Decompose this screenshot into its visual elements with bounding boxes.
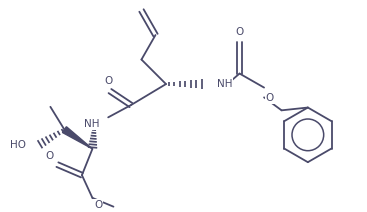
Text: O: O — [104, 76, 112, 86]
Text: O: O — [94, 200, 102, 210]
Polygon shape — [62, 127, 92, 149]
Text: NH: NH — [217, 79, 232, 89]
Text: HO: HO — [10, 140, 26, 150]
Text: O: O — [235, 27, 244, 37]
Text: O: O — [45, 151, 53, 161]
Text: O: O — [266, 93, 274, 103]
Text: NH: NH — [84, 119, 99, 129]
